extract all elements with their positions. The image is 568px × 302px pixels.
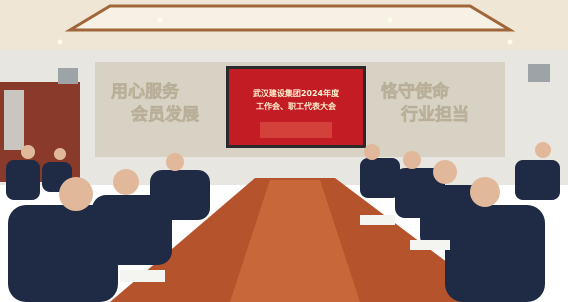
ceiling-panel [70, 6, 510, 30]
screen-text: 工作会、职工代表大会 [256, 101, 336, 111]
wall-slogan: 会员发展 [131, 104, 199, 125]
screen-text: 武汉建设集团2024年度 [253, 88, 340, 98]
wall-slogan: 用心服务 [111, 81, 180, 102]
notice-board [4, 90, 24, 150]
screen-graphic [260, 122, 332, 138]
wall-slogan: 行业担当 [400, 104, 469, 125]
vent [58, 68, 78, 84]
page: 用心服务 会员发展 恪守使命 行业担当 武汉建设集团2024年度 工作会、职工代… [0, 0, 568, 302]
meeting-photo: 用心服务 会员发展 恪守使命 行业担当 武汉建设集团2024年度 工作会、职工代… [0, 0, 568, 302]
wall-slogan: 恪守使命 [380, 81, 450, 102]
vent [528, 64, 550, 82]
